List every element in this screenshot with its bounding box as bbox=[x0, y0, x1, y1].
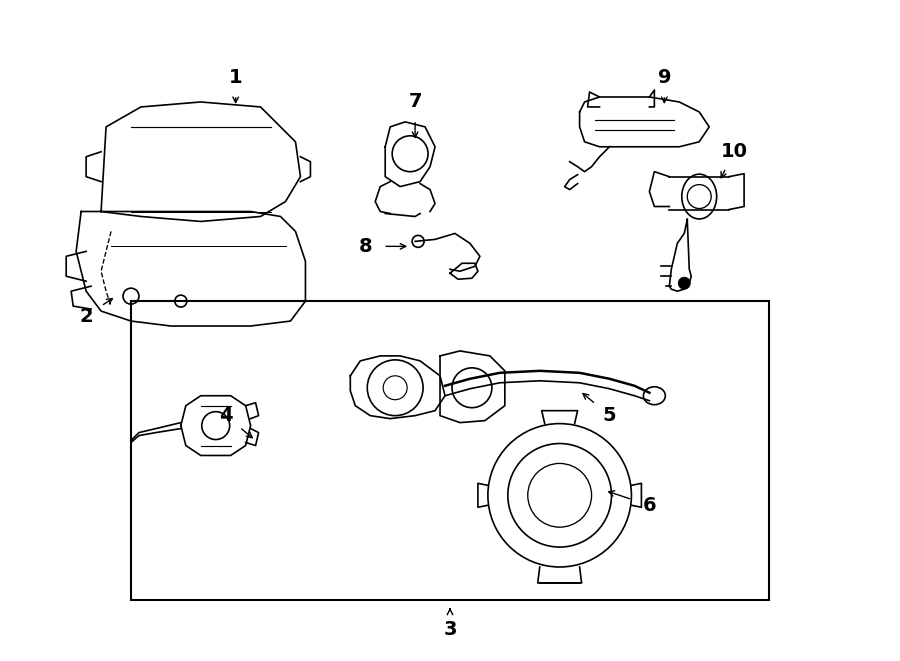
Text: 3: 3 bbox=[443, 620, 456, 639]
Text: 2: 2 bbox=[79, 307, 93, 326]
Text: 7: 7 bbox=[409, 93, 422, 112]
Circle shape bbox=[679, 277, 690, 289]
Text: 6: 6 bbox=[643, 496, 656, 515]
Text: 5: 5 bbox=[603, 406, 616, 425]
Text: 1: 1 bbox=[229, 67, 242, 87]
Text: 4: 4 bbox=[219, 406, 232, 425]
Text: 10: 10 bbox=[721, 142, 748, 161]
Bar bbox=[131, 301, 769, 600]
Text: 8: 8 bbox=[358, 237, 372, 256]
Text: 9: 9 bbox=[658, 67, 671, 87]
